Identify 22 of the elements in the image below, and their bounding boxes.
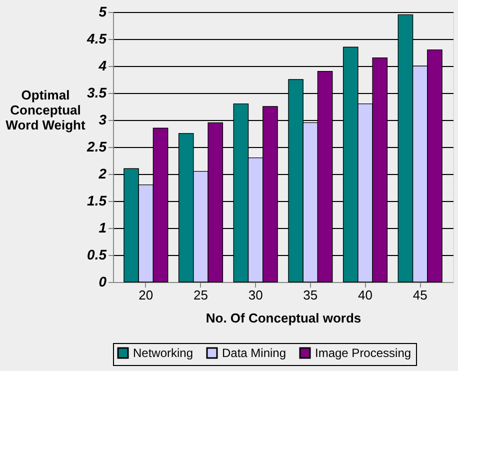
y-tick-label: 4.5	[86, 30, 107, 46]
x-tick-label: 40	[358, 288, 372, 302]
x-tick-label: 35	[303, 288, 318, 302]
y-tick-label: 1	[98, 220, 107, 236]
x-tick-label: 25	[194, 288, 208, 302]
y-tick-label: 3.5	[87, 84, 107, 100]
x-tick-label: 20	[138, 288, 154, 302]
y-tick-label: 3	[98, 112, 107, 128]
y-tick-label: 1.5	[87, 192, 107, 208]
x-axis-title: No. Of Conceptual words	[206, 310, 362, 326]
y-tick-label: 4	[98, 58, 107, 74]
legend-label: Image Processing	[315, 346, 412, 360]
y-axis-title: Optimal Conceptual Word Weight	[6, 88, 86, 132]
y-tick-label: 0	[98, 274, 107, 290]
y-tick-label: 5	[98, 4, 107, 20]
legend-label: Networking	[133, 346, 194, 360]
y-tick-label: 0.5	[87, 246, 107, 262]
y-tick-label: 2	[98, 166, 107, 182]
legend-label: Data Mining	[222, 346, 286, 360]
y-tick-label: 2.5	[86, 138, 107, 154]
x-tick-label: 45	[412, 288, 428, 302]
x-tick-label: 30	[248, 288, 263, 302]
